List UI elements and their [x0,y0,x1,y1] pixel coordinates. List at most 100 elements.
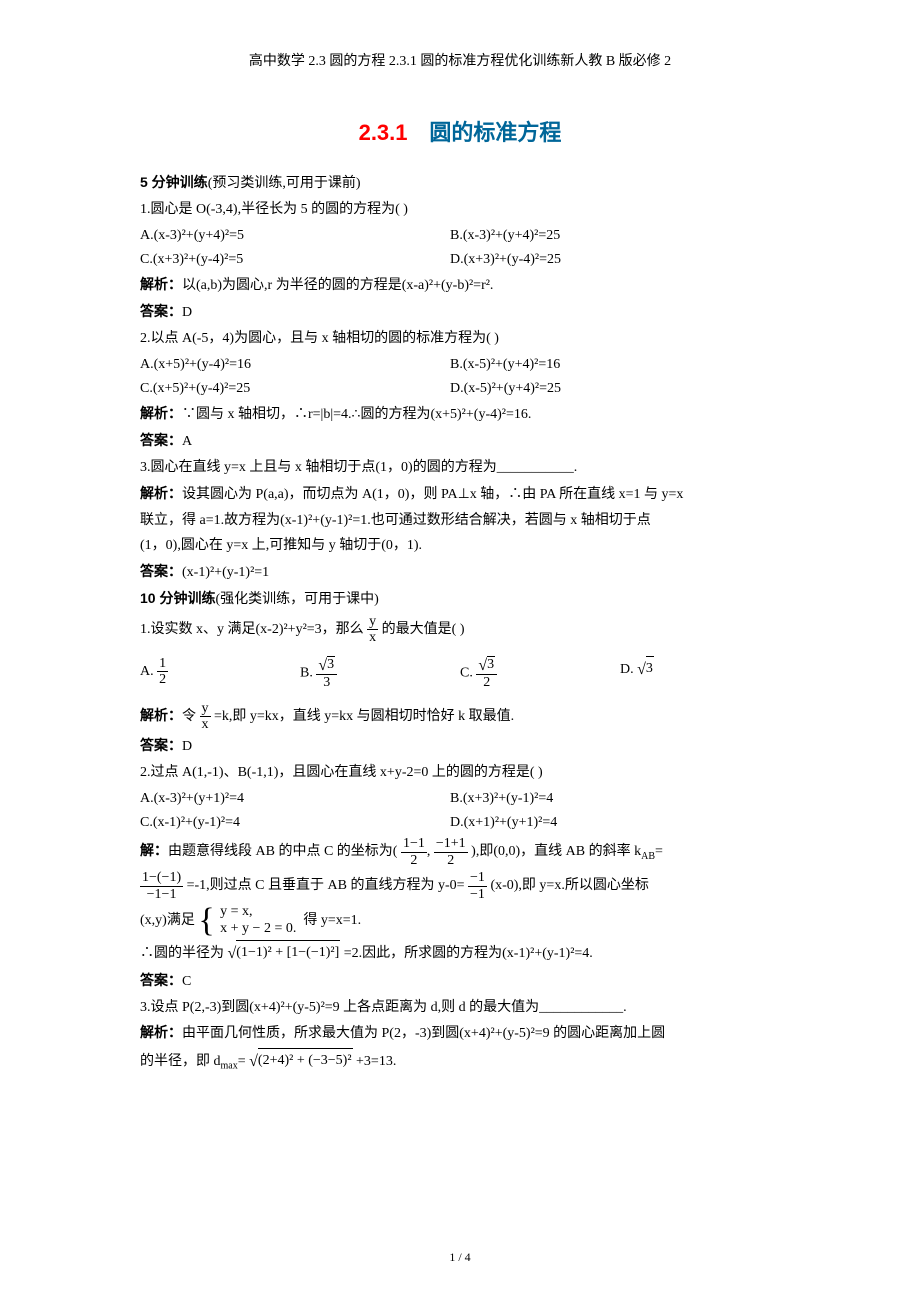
p2-f3-den: −1−1 [140,887,183,902]
p1-b: B. 33 [300,656,460,691]
p1-a-den: 2 [157,672,168,687]
sec10-heading: 10 分钟训练 [140,590,215,606]
q2-analysis-text: ∵圆与 x 轴相切，∴r=|b|=4.∴圆的方程为(x+5)²+(y-4)²=1… [182,407,531,422]
p1-a: A. 12 [140,656,300,691]
p1-c: C. 32 [460,656,620,691]
p2-f3-num: 1−(−1) [140,870,183,886]
q2-row-cd: C.(x+5)²+(y-4)²=25 D.(x-5)²+(y+4)²=25 [140,377,780,401]
q1-analysis: 解析：以(a,b)为圆心,r 为半径的圆的方程是(x-a)²+(y-b)²=r²… [140,273,780,298]
q2-analysis-label: 解析： [140,405,182,421]
p2-radius: ∴圆的半径为 (1−1)² + [1−(−1)²] =2.因此，所求圆的方程为(… [140,940,780,967]
p2-sol-b-sub: AB [641,851,655,862]
p2-frac2: −1+12 [434,836,468,868]
q2-answer-label: 答案： [140,432,182,448]
p3-analysis-l2: 的半径，即 dmax= (2+4)² + (−3−5)² +3=13. [140,1048,780,1075]
q3-analysis-l2: 联立，得 a=1.故方程为(x-1)²+(y-1)²=1.也可通过数形结合解决，… [140,509,780,533]
p2-comma: , [427,845,431,860]
q1-analysis-label: 解析： [140,276,182,292]
p1-c-rad: 3 [487,656,495,672]
p2-radius-a: ∴圆的半径为 [140,945,224,960]
q2-b: B.(x-5)²+(y+4)²=16 [450,353,780,377]
p3-sqrt: (2+4)² + (−3−5)² [249,1048,352,1075]
p2-answer-label: 答案： [140,972,182,988]
p1-d-rad: 3 [646,656,654,681]
q1-a: A.(x-3)²+(y+4)²=5 [140,224,450,248]
q3-analysis-label: 解析： [140,485,182,501]
q1-d: D.(x+3)²+(y-4)²=25 [450,248,780,272]
q1-answer-text: D [182,305,192,320]
p1-a-frac: 12 [157,656,168,688]
q2-c: C.(x+5)²+(y-4)²=25 [140,377,450,401]
section-title: 2.3.1 圆的标准方程 [140,114,780,151]
p2-answer-text: C [182,974,191,989]
p2-f1-num: 1−1 [401,836,427,852]
p1-frac-num: y [367,614,378,630]
p2-rad-expr: (1−1)² + [1−(−1)²] [236,940,340,965]
p3-sub: max [221,1061,238,1072]
q2-analysis: 解析：∵圆与 x 轴相切，∴r=|b|=4.∴圆的方程为(x+5)²+(y-4)… [140,402,780,427]
p1-frac: yx [367,614,378,646]
p2-sol-l1: 解：由题意得线段 AB 的中点 C 的坐标为( 1−12, −1+12 ),即(… [140,836,780,868]
page-footer: 1 / 4 [0,1247,920,1267]
p1-a-num: 1 [157,656,168,672]
q1-answer-label: 答案： [140,303,182,319]
title-number: 2.3.1 [359,120,408,145]
sec5-heading: 5 分钟训练 [140,174,208,190]
q2-a: A.(x+5)²+(y-4)²=16 [140,353,450,377]
p1-an-frac: yx [200,701,211,733]
q3-analysis-l1: 解析：设其圆心为 P(a,a)，而切点为 A(1，0)，则 PA⊥x 轴，∴由 … [140,482,780,507]
p2-sys-eq2: x + y − 2 = 0. [220,921,296,936]
p2-sol-a: 由题意得线段 AB 的中点 C 的坐标为( [168,845,397,860]
q2-row-ab: A.(x+5)²+(y-4)²=16 B.(x-5)²+(y+4)²=16 [140,353,780,377]
p1-frac-den: x [367,630,378,645]
p2-sys-content: y = x, x + y − 2 = 0. [220,904,296,938]
section-5min: 5 分钟训练(预习类训练,可用于课前) [140,171,780,196]
p3-analysis-l1: 解析：由平面几何性质，所求最大值为 P(2，-3)到圆(x+4)²+(y-5)²… [140,1021,780,1046]
p2-f4-num: −1 [468,870,487,886]
p2-sys-eq1: y = x, [220,904,252,919]
q3-stem: 3.圆心在直线 y=x 上且与 x 轴相切于点(1，0)的圆的方程为______… [140,456,780,480]
p1-answer: 答案：D [140,734,780,759]
p2-a: A.(x-3)²+(y+1)²=4 [140,787,450,811]
p3-eq: = [238,1054,246,1069]
title-text: 圆的标准方程 [429,120,561,145]
p1-d: D. 3 [620,656,780,691]
p1-an-den: x [200,717,211,732]
p2-f1-den: 2 [401,853,427,868]
q2-answer-text: A [182,434,192,449]
p2-f4-den: −1 [468,887,487,902]
q2-d: D.(x-5)²+(y+4)²=25 [450,377,780,401]
p1-stem-b: 的最大值是( ) [382,622,465,637]
sec10-note: (强化类训练，可用于课中) [215,592,378,607]
p3-analysis-b: 的半径，即 d [140,1054,221,1069]
q3-answer-text: (x-1)²+(y-1)²=1 [182,565,269,580]
p3-stem: 3.设点 P(2,-3)到圆(x+4)²+(y-5)²=9 上各点距离为 d,则… [140,996,780,1020]
p2-frac4: −1−1 [468,870,487,902]
p1-analysis-a: 令 [182,709,196,724]
q1-stem: 1.圆心是 O(-3,4),半径长为 5 的圆的方程为( ) [140,198,780,222]
sec5-note: (预习类训练,可用于课前) [208,176,361,191]
p2-frac3: 1−(−1)−1−1 [140,870,183,902]
p2-radius-b: =2.因此，所求圆的方程为(x-1)²+(y-1)²=4. [344,945,593,960]
q1-analysis-text: 以(a,b)为圆心,r 为半径的圆的方程是(x-a)²+(y-b)²=r². [182,278,493,293]
p2-row-cd: C.(x-1)²+(y-1)²=4 D.(x+1)²+(y+1)²=4 [140,811,780,835]
p2-b: B.(x+3)²+(y-1)²=4 [450,787,780,811]
p2-sys-after: 得 y=x=1. [303,913,361,928]
p3-analysis-a: 由平面几何性质，所求最大值为 P(2，-3)到圆(x+4)²+(y-5)²=9 … [182,1026,665,1041]
p2-sol-l2: 1−(−1)−1−1 =-1,则过点 C 且垂直于 AB 的直线方程为 y-0=… [140,870,780,902]
p1-b-den: 3 [316,675,337,690]
q2-answer: 答案：A [140,429,780,454]
p2-frac1: 1−12 [401,836,427,868]
page-header: 高中数学 2.3 圆的方程 2.3.1 圆的标准方程优化训练新人教 B 版必修 … [140,50,780,74]
q1-row-ab: A.(x-3)²+(y+4)²=5 B.(x-3)²+(y+4)²=25 [140,224,780,248]
p2-answer: 答案：C [140,969,780,994]
p1-an-num: y [200,701,211,717]
p2-row-ab: A.(x-3)²+(y+1)²=4 B.(x+3)²+(y-1)²=4 [140,787,780,811]
p1-analysis-label: 解析： [140,707,182,723]
p2-f2-den: 2 [434,853,468,868]
p2-d: D.(x+1)²+(y+1)²=4 [450,811,780,835]
p1-stem-a: 1.设实数 x、y 满足(x-2)²+y²=3，那么 [140,622,364,637]
p1-b-rad: 3 [327,656,335,672]
p1-analysis-b: =k,即 y=kx，直线 y=kx 与圆相切时恰好 k 取最值. [214,709,514,724]
brace-icon: { [198,906,214,937]
